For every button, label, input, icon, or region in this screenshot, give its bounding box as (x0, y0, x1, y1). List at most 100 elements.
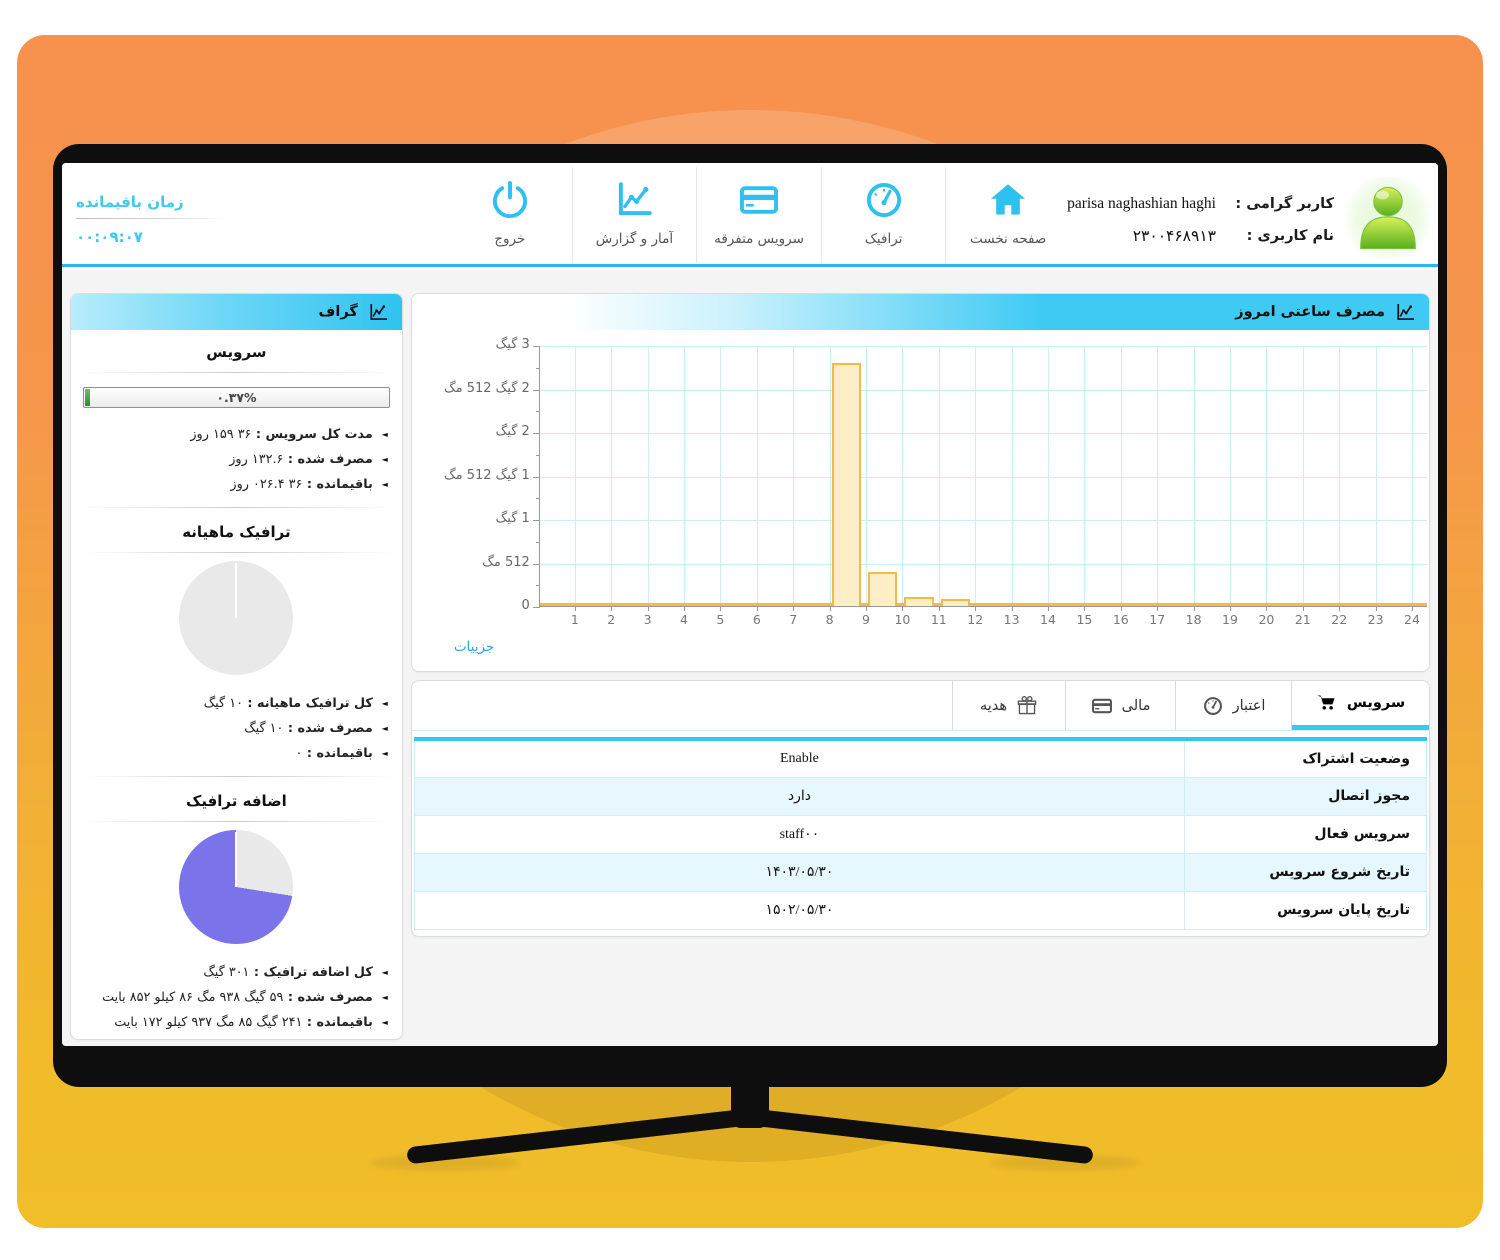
x-axis-label: 18 (1185, 612, 1202, 627)
x-axis-label: 8 (825, 612, 834, 627)
grid-line (539, 346, 1427, 347)
y-axis-label: 3 گیگ (495, 337, 530, 352)
chart-icon (370, 302, 388, 320)
grid-line (938, 346, 940, 606)
user-avatar-icon (1360, 186, 1416, 250)
grid-line (539, 389, 1427, 391)
gauge-icon (1203, 696, 1222, 715)
nav-item-misc-service[interactable]: سرویس متفرقه (696, 167, 821, 263)
x-axis-label: 1 (570, 612, 579, 627)
x-axis-label: 5 (716, 612, 725, 627)
list-item: باقیمانده : ۰ (79, 741, 388, 766)
grid-line (574, 346, 576, 606)
x-axis-label: 15 (1076, 612, 1093, 627)
row-value: Enable (413, 738, 1186, 778)
graph-sidebar: گراف سرویس ۰.۳۷% مدت کل سرویس : ۳۶ ۱۵۹ ر… (70, 293, 403, 1040)
usage-bar (940, 599, 971, 606)
x-axis-label: 6 (752, 612, 761, 627)
axis-tick (938, 606, 940, 611)
axis-minor-tick (535, 454, 540, 456)
user-greeting-row: کاربر گرامی : parisa naghashian haghi (1046, 195, 1334, 213)
nav-label: سرویس متفرقه (714, 231, 804, 247)
nav-item-logout[interactable]: خروج (448, 167, 572, 263)
grid-line (1266, 346, 1268, 606)
nav-label: صفحه نخست (970, 231, 1047, 247)
y-axis-label: 0 (521, 598, 530, 613)
tv-frame: زمان باقیمانده ۰۰:۰۹:۰۷ صفحه نخست ترافیک… (53, 144, 1447, 1087)
service-section-title: سرویس (206, 343, 267, 361)
divider (76, 218, 226, 219)
home-icon (991, 184, 1026, 215)
usage-bar (904, 597, 934, 606)
axis-tick (532, 607, 540, 608)
details-link[interactable]: جزییات (453, 639, 495, 655)
y-axis-label: 1 گیگ 512 مگ (443, 467, 530, 483)
axis-tick (532, 433, 540, 434)
axis-tick (532, 563, 540, 565)
row-value: ۱۴۰۳/۰۵/۳۰ (413, 852, 1186, 892)
tab-gift[interactable]: هدیه (952, 681, 1066, 730)
row-label: تاریخ پایان سرویس (1184, 890, 1427, 930)
x-axis-label: 2 (607, 612, 616, 627)
grid-line (720, 346, 722, 606)
tab-service[interactable]: سرویس (1292, 681, 1429, 730)
axis-tick (532, 389, 540, 391)
remaining-time: زمان باقیمانده ۰۰:۰۹:۰۷ (76, 193, 246, 246)
power-icon (492, 180, 527, 219)
nav-item-traffic[interactable]: ترافیک (820, 167, 946, 263)
x-axis-label: 20 (1258, 612, 1275, 627)
x-axis-label: 12 (967, 612, 984, 627)
monthly-traffic-title: ترافیک ماهیانه (182, 523, 291, 541)
service-table: وضعیت اشتراک Enable مجوز اتصال دارد سروی… (413, 737, 1427, 930)
axis-tick (611, 606, 613, 611)
x-axis-label: 23 (1367, 612, 1384, 627)
axis-tick (1339, 606, 1341, 611)
grid-line (1412, 346, 1413, 606)
axis-tick (756, 606, 758, 611)
grid-line (793, 346, 795, 606)
monthly-traffic-pie (179, 561, 294, 675)
x-axis-label: 4 (680, 612, 688, 627)
nav-item-home[interactable]: صفحه نخست (945, 167, 1070, 263)
list-item: باقیمانده : ۲۴۱ گیگ ۸۵ مگ ۹۳۷ کیلو ۱۷۲ ب… (79, 1010, 388, 1035)
list-item: مصرف شده : ۵۹ گیگ ۹۳۸ مگ ۸۶ کیلو ۸۵۲ بای… (79, 985, 388, 1010)
grid-line (975, 346, 977, 606)
chart-icon (1397, 302, 1415, 320)
grid-line (1011, 346, 1013, 606)
axis-minor-tick (535, 367, 540, 369)
list-item: مصرف شده : ۱۳۲.۶ روز (79, 447, 388, 472)
username-value: ۲۳۰۰۴۶۸۹۱۳ (1132, 227, 1216, 245)
axis-tick (1120, 606, 1122, 611)
grid-line (1302, 346, 1304, 606)
hourly-chart-plot: 0 512 مگ 1 گیگ 1 گیگ 512 مگ 2 گیگ 2 گیگ 512 م… (444, 337, 1427, 627)
x-axis-label: 22 (1331, 612, 1348, 627)
axis-tick (1011, 606, 1013, 611)
grid-line (1084, 346, 1086, 606)
x-axis-label: 16 (1112, 612, 1129, 627)
axis-minor-tick (535, 585, 540, 587)
user-info: کاربر گرامی : parisa naghashian haghi نا… (1046, 177, 1432, 259)
credit-card-icon (1091, 698, 1112, 713)
gauge-icon (866, 182, 901, 218)
axis-tick (1302, 606, 1304, 611)
remaining-time-label: زمان باقیمانده (76, 193, 184, 211)
axis-tick (902, 606, 904, 611)
hourly-chart: 0 512 مگ 1 گیگ 1 گیگ 512 مگ 2 گیگ 2 گیگ 512 م… (412, 337, 1429, 646)
tab-service-label: سرویس (1346, 695, 1406, 711)
tab-credit[interactable]: اعتبار (1176, 681, 1292, 730)
stats-icon (619, 182, 653, 216)
axis-tick (532, 346, 540, 347)
content-area: مصرف ساعتی امروز 0 512 مگ 1 گیگ 1 گیگ 512 م… (62, 270, 1438, 1046)
axis-tick (829, 606, 831, 611)
divider (79, 821, 394, 822)
axis-tick (793, 606, 795, 611)
divider (79, 507, 394, 508)
grid-line (1230, 346, 1231, 606)
tab-financial[interactable]: مالی (1066, 681, 1176, 730)
table-row: مجوز اتصال دارد (413, 776, 1427, 816)
grid-line (829, 346, 831, 606)
axis-tick (866, 606, 867, 611)
grid-line (611, 346, 613, 606)
nav-item-stats-reports[interactable]: آمار و گزارش (571, 167, 697, 263)
grid-line (539, 520, 1427, 521)
